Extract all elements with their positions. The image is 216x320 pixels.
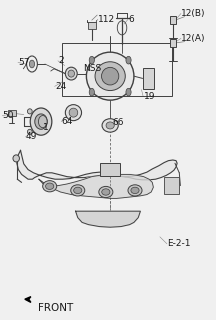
Bar: [170, 16, 176, 24]
Text: E-2-1: E-2-1: [167, 239, 191, 248]
Ellipse shape: [102, 119, 118, 132]
Ellipse shape: [38, 116, 47, 128]
Bar: [170, 39, 176, 47]
Ellipse shape: [35, 114, 47, 129]
Ellipse shape: [65, 105, 82, 121]
Ellipse shape: [128, 185, 142, 196]
Ellipse shape: [86, 52, 134, 100]
Polygon shape: [76, 211, 140, 227]
Text: NSS: NSS: [83, 64, 101, 73]
Text: FRONT: FRONT: [38, 303, 73, 313]
Circle shape: [29, 60, 35, 68]
Text: 12(B): 12(B): [181, 9, 206, 18]
Ellipse shape: [68, 70, 75, 77]
Ellipse shape: [13, 155, 19, 162]
Ellipse shape: [102, 68, 119, 85]
Text: 57: 57: [18, 58, 30, 67]
Polygon shape: [39, 174, 153, 198]
Ellipse shape: [65, 67, 77, 80]
Ellipse shape: [102, 189, 110, 195]
Text: 12(A): 12(A): [181, 34, 206, 43]
Text: 19: 19: [144, 92, 155, 101]
Ellipse shape: [106, 122, 114, 129]
Circle shape: [126, 56, 131, 64]
Ellipse shape: [43, 181, 57, 192]
Ellipse shape: [99, 186, 113, 197]
Ellipse shape: [131, 187, 139, 194]
Bar: [88, 22, 96, 29]
Ellipse shape: [69, 108, 78, 117]
Circle shape: [89, 88, 94, 96]
Bar: [164, 177, 179, 194]
Ellipse shape: [27, 109, 32, 114]
Bar: [62, 43, 172, 96]
Ellipse shape: [71, 185, 85, 196]
Text: 66: 66: [112, 118, 124, 127]
Text: 2: 2: [58, 56, 64, 65]
Text: 64: 64: [62, 117, 73, 126]
Bar: [8, 110, 16, 116]
Text: 1: 1: [43, 123, 49, 132]
Bar: [143, 68, 154, 89]
Circle shape: [89, 56, 94, 64]
Text: 6: 6: [129, 15, 134, 24]
Bar: [100, 163, 120, 176]
Text: 50: 50: [3, 111, 14, 120]
Text: 112: 112: [98, 15, 115, 24]
Ellipse shape: [30, 108, 52, 135]
Text: 24: 24: [55, 82, 66, 91]
Ellipse shape: [27, 129, 32, 134]
Text: 49: 49: [26, 132, 37, 141]
Ellipse shape: [46, 183, 54, 189]
Polygon shape: [25, 297, 31, 302]
Ellipse shape: [74, 187, 82, 194]
Circle shape: [126, 88, 131, 96]
Polygon shape: [17, 150, 177, 180]
Ellipse shape: [95, 62, 125, 91]
